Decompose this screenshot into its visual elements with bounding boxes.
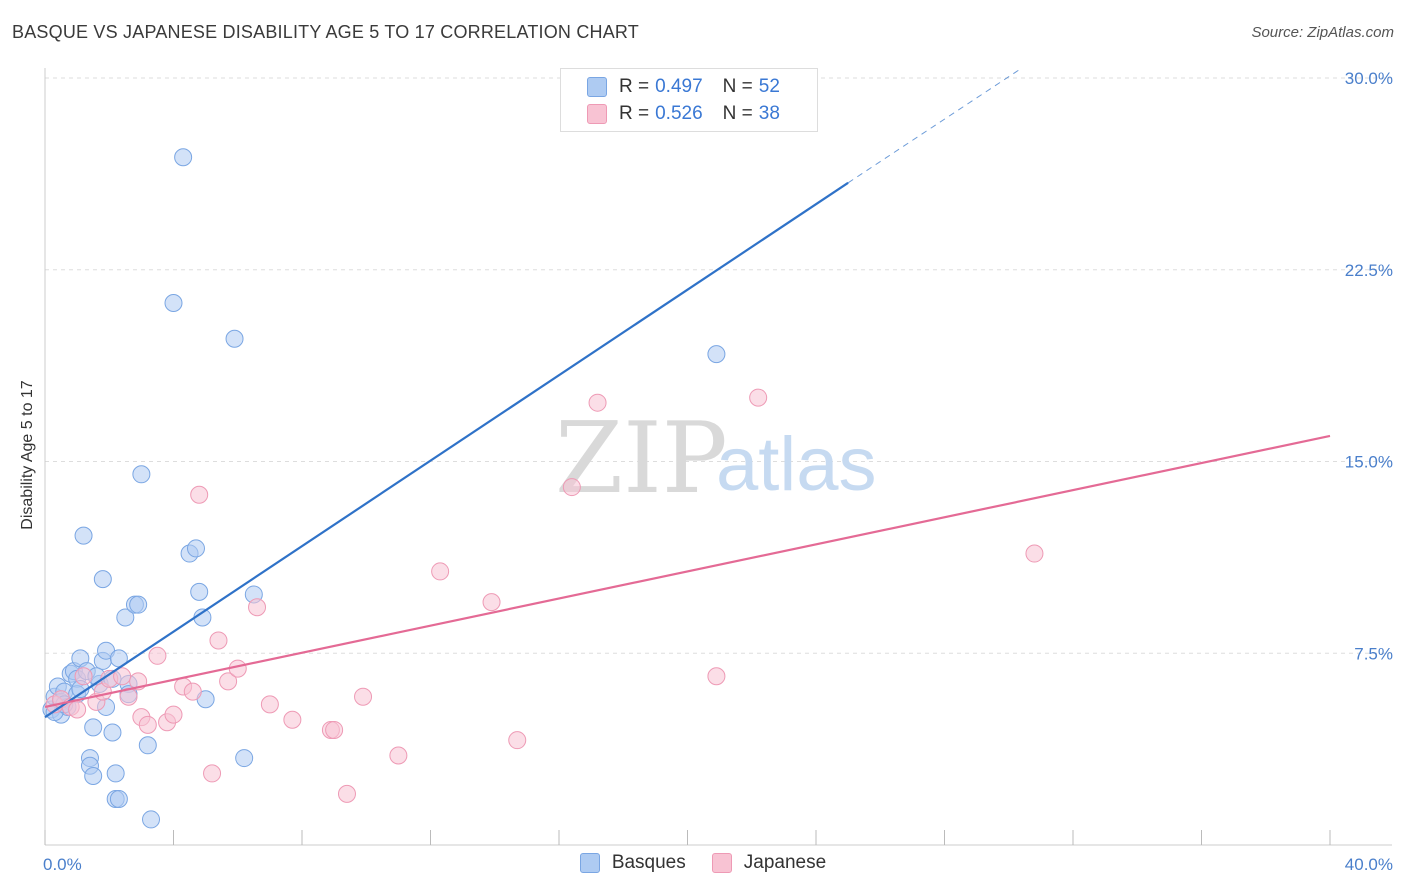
basques-point — [103, 723, 122, 742]
basques-point — [142, 810, 161, 829]
basques-swatch — [587, 77, 607, 97]
basques-point — [186, 539, 205, 558]
watermark-zip: ZIP — [555, 402, 728, 516]
basques-legend-label: Basques — [611, 852, 686, 873]
japanese-legend-swatch — [711, 853, 732, 873]
basques-point — [164, 293, 183, 312]
legend-row-basques: R = 0.497 N = 52 — [587, 74, 780, 100]
basques-n-value: 52 — [758, 76, 780, 97]
basques-point — [190, 582, 209, 601]
basques-n-label: N = — [722, 76, 753, 97]
japanese-point — [707, 667, 726, 686]
japanese-point — [508, 731, 527, 750]
basques-trend-extension — [847, 69, 1019, 184]
japanese-legend-label: Japanese — [743, 852, 827, 873]
x-tick-label: 40.0% — [1345, 855, 1393, 874]
japanese-point — [337, 784, 356, 803]
basques-r-label: R = — [619, 76, 650, 97]
chart-title: BASQUE VS JAPANESE DISABILITY AGE 5 TO 1… — [12, 22, 639, 42]
basques-legend-swatch — [579, 853, 600, 873]
japanese-n-value: 38 — [758, 103, 780, 124]
basques-point — [84, 766, 103, 785]
basques-trend-line — [44, 181, 849, 719]
legend-item-basques[interactable]: Basques — [579, 852, 686, 874]
basques-point — [707, 345, 726, 364]
y-tick-label: 7.5% — [1354, 644, 1393, 663]
japanese-swatch — [587, 104, 607, 124]
tick-labels: 7.5% 15.0% 22.5% 30.0% 0.0% 40.0% — [43, 69, 1393, 874]
basques-point — [116, 608, 135, 627]
legend-item-japanese[interactable]: Japanese — [711, 852, 827, 874]
basques-r-value: 0.497 — [655, 76, 703, 97]
basques-point — [109, 789, 128, 808]
japanese-point — [283, 710, 302, 729]
japanese-point — [74, 667, 93, 686]
japanese-point — [164, 705, 183, 724]
japanese-point — [209, 631, 228, 650]
watermark: ZIP atlas — [555, 402, 877, 516]
japanese-point — [138, 715, 157, 734]
basques-point — [235, 749, 254, 768]
japanese-trend-line — [44, 434, 1331, 709]
japanese-point — [482, 593, 501, 612]
basques-point — [74, 526, 93, 545]
legend-row-japanese: R = 0.526 N = 38 — [587, 101, 780, 127]
basques-point — [138, 736, 157, 755]
basques-point — [174, 148, 193, 167]
y-tick-label: 15.0% — [1345, 453, 1393, 472]
japanese-point — [203, 764, 222, 783]
basques-point — [132, 465, 151, 484]
japanese-r-value: 0.526 — [655, 103, 703, 124]
japanese-point — [562, 478, 581, 497]
x-tick-label: 0.0% — [43, 855, 82, 874]
japanese-point — [389, 746, 408, 765]
basques-point — [225, 329, 244, 348]
watermark-atlas: atlas — [716, 422, 877, 507]
japanese-point — [354, 687, 373, 706]
y-tick-label: 30.0% — [1345, 69, 1393, 88]
japanese-r-label: R = — [619, 103, 650, 124]
japanese-point — [749, 388, 768, 407]
japanese-point — [183, 682, 202, 701]
japanese-point — [190, 485, 209, 504]
y-tick-label: 22.5% — [1345, 261, 1393, 280]
japanese-point — [68, 700, 87, 719]
gridlines — [45, 77, 1392, 654]
basques-point — [93, 570, 112, 589]
japanese-point — [1025, 544, 1044, 563]
trend-lines — [44, 69, 1331, 719]
source-credit: Source: ZipAtlas.com — [1251, 24, 1394, 41]
japanese-point — [260, 695, 279, 714]
japanese-point — [588, 393, 607, 412]
japanese-point — [325, 720, 344, 739]
basques-point — [129, 595, 148, 614]
basques-point — [106, 764, 125, 783]
japanese-n-label: N = — [722, 103, 753, 124]
japanese-point — [113, 667, 132, 686]
correlation-legend: R = 0.497 N = 52 R = 0.526 N = 38 — [560, 68, 818, 132]
japanese-point — [248, 598, 267, 617]
japanese-point — [148, 646, 167, 665]
japanese-point — [431, 562, 450, 581]
japanese-point — [219, 672, 238, 691]
basques-point — [84, 718, 103, 737]
series-legend: Basques Japanese — [0, 852, 1406, 874]
